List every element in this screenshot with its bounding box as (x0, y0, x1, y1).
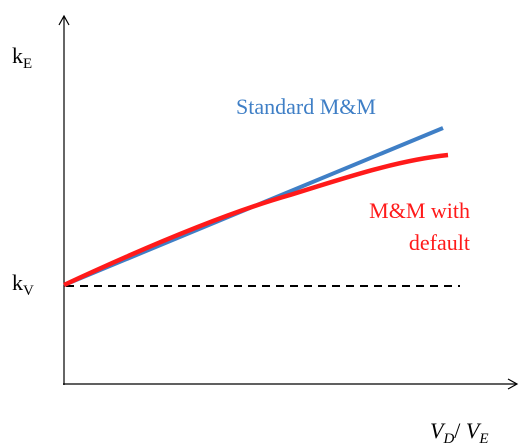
default-curve (63, 152, 449, 288)
curve-label: Standard M&M (236, 94, 376, 119)
y-axis-label: kE (12, 43, 32, 72)
x-axis-label: VD/ VE (430, 418, 489, 447)
baseline-label: kV (12, 270, 34, 299)
curve-label: M&M with (369, 198, 470, 223)
curve-label: default (409, 230, 470, 255)
